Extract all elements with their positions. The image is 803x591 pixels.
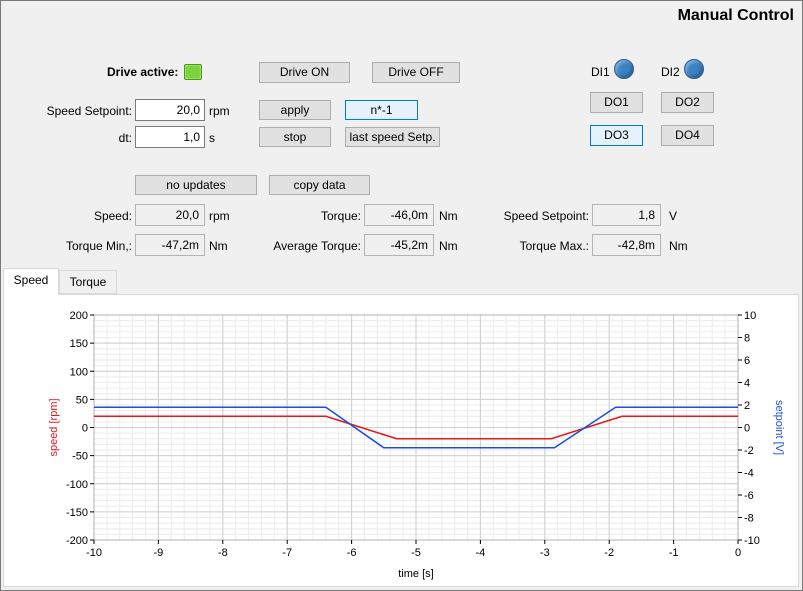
speed-readout-unit: rpm [209, 209, 230, 223]
apply-button[interactable]: apply [259, 100, 331, 120]
torque-max-readout: -42,8m [592, 234, 661, 256]
y2-tick-label: -4 [744, 468, 754, 480]
y-tick-label: -200 [66, 535, 88, 547]
x-tick-label: -1 [669, 547, 679, 559]
y-tick-label: 0 [82, 423, 88, 435]
y2-tick-label: 6 [744, 355, 750, 367]
do4-button[interactable]: DO4 [661, 125, 714, 146]
x-tick-label: -6 [347, 547, 357, 559]
series-line-1 [94, 406, 738, 449]
tab-torque[interactable]: Torque [59, 270, 117, 294]
x-tick-label: -9 [154, 547, 164, 559]
x-tick-label: -8 [218, 547, 228, 559]
do2-button[interactable]: DO2 [661, 92, 714, 113]
last-speed-setpoint-button[interactable]: last speed Setp. [345, 127, 440, 147]
copy-data-button[interactable]: copy data [269, 175, 370, 195]
y2-tick-label: -6 [744, 490, 754, 502]
x-tick-label: 0 [735, 547, 741, 559]
y2-tick-label: -8 [744, 513, 754, 525]
speed-setpoint-readout-unit: V [669, 209, 678, 223]
x-tick-label: -2 [604, 547, 614, 559]
y2-tick-label: 2 [744, 400, 750, 412]
series-line-0 [94, 415, 738, 440]
torque-max-label: Torque Max.: [519, 239, 589, 253]
tab-speed[interactable]: Speed [3, 268, 59, 295]
speed-setpoint-readout: 1,8 [592, 204, 661, 226]
torque-readout-unit: Nm [439, 209, 458, 223]
n-star-minus-one-button[interactable]: n*-1 [345, 100, 418, 120]
drive-off-button[interactable]: Drive OFF [372, 62, 460, 83]
speed-setpoint-readout-label: Speed Setpoint: [503, 209, 589, 223]
do1-button[interactable]: DO1 [590, 92, 643, 113]
y2-tick-label: 4 [744, 378, 750, 390]
di1-indicator [614, 59, 634, 79]
dt-unit: s [209, 131, 215, 145]
di2-label: DI2 [661, 65, 680, 79]
x-tick-label: -4 [476, 547, 486, 559]
stop-button[interactable]: stop [259, 127, 331, 147]
y2-tick-label: 0 [744, 423, 750, 435]
y-tick-label: 200 [70, 310, 88, 322]
x-tick-label: -3 [540, 547, 550, 559]
x-axis-label: time [s] [398, 568, 433, 580]
y-tick-label: 150 [70, 338, 88, 350]
dt-input[interactable]: 1,0 [135, 126, 205, 148]
drive-active-indicator [184, 64, 202, 80]
y2-tick-label: 10 [744, 310, 756, 322]
speed-readout-label: Speed: [93, 209, 132, 223]
no-updates-button[interactable]: no updates [135, 175, 257, 195]
torque-readout-label: Torque: [320, 209, 361, 223]
page-title: Manual Control [677, 7, 794, 24]
y2-tick-label: -10 [744, 535, 760, 547]
y-tick-label: -150 [66, 507, 88, 519]
y-tick-label: -100 [66, 479, 88, 491]
x-tick-label: -10 [86, 547, 102, 559]
torque-min-label: Torque Min,: [65, 239, 132, 253]
di1-label: DI1 [591, 65, 610, 79]
y2-tick-label: 8 [744, 333, 750, 345]
speed-setpoint-unit: rpm [209, 104, 230, 118]
drive-on-button[interactable]: Drive ON [259, 62, 350, 83]
y-tick-label: 50 [76, 394, 88, 406]
speed-setpoint-label: Speed Setpoint: [46, 104, 132, 118]
y-tick-label: 100 [70, 366, 88, 378]
x-tick-label: -7 [282, 547, 292, 559]
speed-setpoint-input[interactable]: 20,0 [135, 99, 205, 121]
speed-readout: 20,0 [135, 204, 205, 226]
torque-min-readout: -47,2m [135, 234, 205, 256]
y-tick-label: -50 [72, 451, 88, 463]
average-torque-readout: -45,2m [364, 234, 434, 256]
x-tick-label: -5 [411, 547, 421, 559]
y2-axis-label: setpoint [V] [773, 400, 785, 455]
average-torque-unit: Nm [439, 239, 458, 253]
drive-active-label: Drive active: [107, 65, 179, 79]
average-torque-label: Average Torque: [273, 239, 361, 253]
torque-max-unit: Nm [669, 239, 688, 253]
dt-label: dt: [118, 131, 132, 145]
torque-readout: -46,0m [364, 204, 434, 226]
do3-button[interactable]: DO3 [590, 125, 643, 146]
y-axis-label: speed [rpm] [48, 398, 60, 456]
y2-tick-label: -2 [744, 445, 754, 457]
torque-min-unit: Nm [209, 239, 228, 253]
di2-indicator [684, 59, 704, 79]
